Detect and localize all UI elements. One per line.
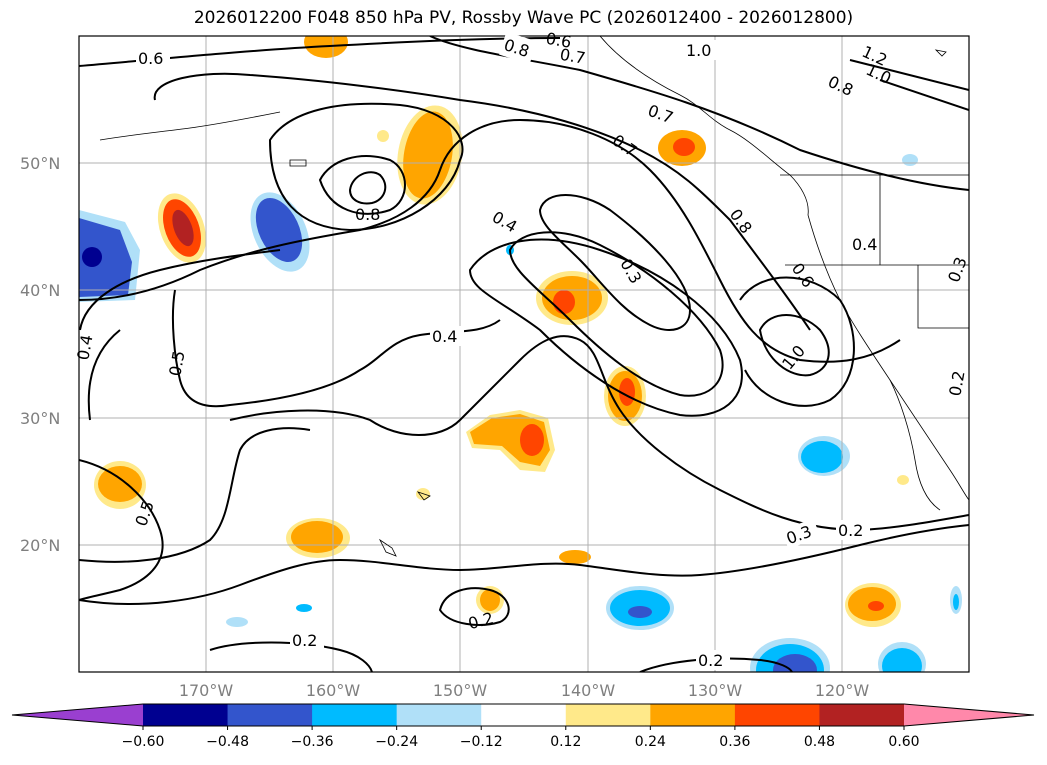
contour-label: 0.2 bbox=[292, 631, 317, 650]
contour-label: 0.6 bbox=[138, 49, 163, 68]
map-frame bbox=[78, 35, 970, 673]
colorbar-tick-label: −0.36 bbox=[291, 734, 334, 750]
pos-blob-top bbox=[304, 36, 348, 58]
contour-label: 0.4 bbox=[73, 333, 96, 361]
contour-label: 0.2 bbox=[838, 521, 863, 540]
contour-label: 0.7 bbox=[558, 45, 586, 68]
lat-label: 50°N bbox=[20, 154, 60, 173]
colorbar-segment bbox=[227, 704, 313, 726]
colorbar-segment bbox=[565, 704, 651, 726]
colorbar-segment bbox=[143, 704, 229, 726]
colorbar-tick-label: 0.24 bbox=[635, 734, 666, 750]
lon-label: 120°W bbox=[815, 681, 870, 700]
pos-blob-small-19n bbox=[559, 550, 591, 564]
colorbar: −0.60 −0.48 −0.36 −0.24 −0.12 0.12 0.24 0.36 0.4… bbox=[11, 703, 1035, 750]
contour-label: 0.2 bbox=[698, 651, 723, 670]
shaded-anomalies bbox=[79, 36, 962, 672]
colorbar-tick-label: −0.12 bbox=[460, 734, 503, 750]
colorbar-segment bbox=[481, 704, 567, 726]
colorbar-tick-label: 0.48 bbox=[804, 734, 835, 750]
contour-label: 0.8 bbox=[355, 205, 380, 224]
colorbar-tick-label: 0.60 bbox=[888, 734, 919, 750]
contour-label: 0.4 bbox=[852, 235, 877, 254]
contour-label: 0.5 bbox=[165, 349, 188, 377]
colorbar-extend-min bbox=[12, 704, 143, 726]
colorbar-tick-label: 0.36 bbox=[719, 734, 750, 750]
lat-labels: 50°N 40°N 30°N 20°N bbox=[20, 154, 60, 555]
lon-label: 140°W bbox=[561, 681, 616, 700]
colorbar-tick-label: −0.48 bbox=[206, 734, 249, 750]
contour-label: 0.6 bbox=[544, 29, 572, 52]
lat-label: 30°N bbox=[20, 409, 60, 428]
colorbar-tick-label: −0.60 bbox=[122, 734, 165, 750]
contour-label: 1.0 bbox=[686, 41, 711, 60]
coastlines bbox=[99, 36, 969, 557]
colorbar-segment bbox=[396, 704, 482, 726]
pv-contours bbox=[79, 36, 969, 672]
lon-label: 170°W bbox=[179, 681, 234, 700]
map-area bbox=[79, 36, 969, 672]
contour-label: 0.2 bbox=[945, 369, 968, 397]
colorbar-tick-label: 0.12 bbox=[550, 734, 581, 750]
gridlines bbox=[79, 36, 969, 672]
colorbar-tick-label: −0.24 bbox=[375, 734, 418, 750]
lon-labels: 170°W 160°W 150°W 140°W 130°W 120°W bbox=[179, 681, 870, 700]
lat-label: 20°N bbox=[20, 536, 60, 555]
colorbar-segment bbox=[819, 704, 905, 726]
contour-label: 0.4 bbox=[432, 327, 457, 346]
map-title: 2026012200 F048 850 hPa PV, Rossby Wave … bbox=[193, 8, 854, 28]
colorbar-segment bbox=[734, 704, 820, 726]
colorbar-segment bbox=[650, 704, 736, 726]
colorbar-extend-max bbox=[904, 704, 1034, 726]
lon-label: 130°W bbox=[688, 681, 743, 700]
lat-label: 40°N bbox=[20, 281, 60, 300]
lon-label: 160°W bbox=[306, 681, 361, 700]
lon-label: 150°W bbox=[433, 681, 488, 700]
colorbar-segment bbox=[312, 704, 398, 726]
